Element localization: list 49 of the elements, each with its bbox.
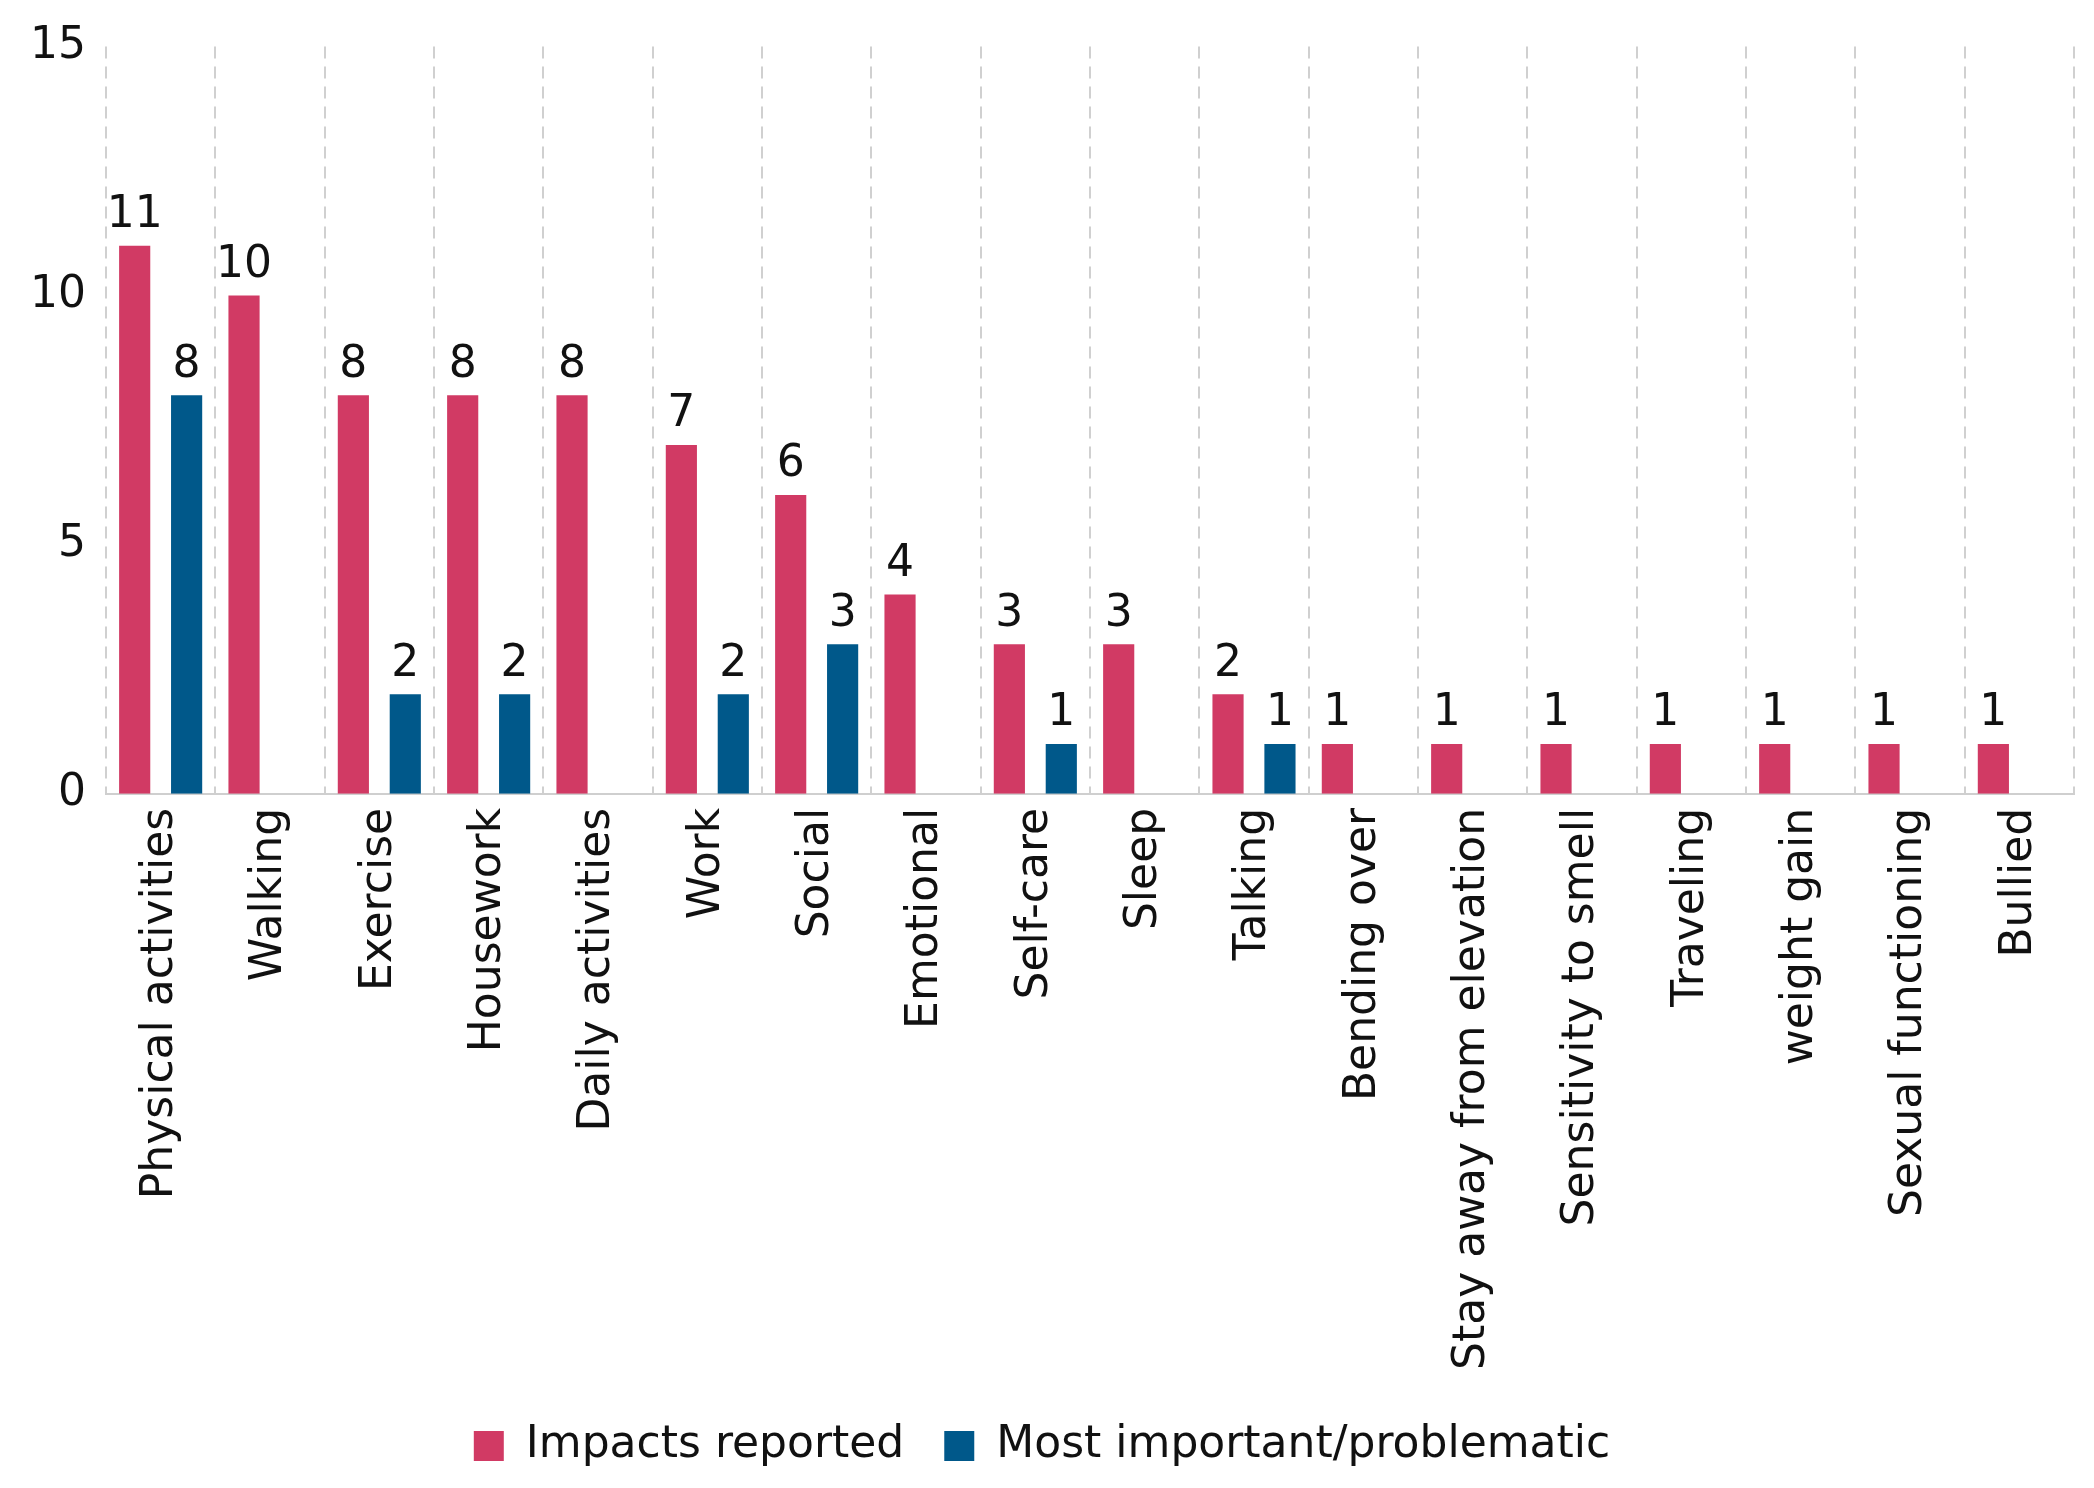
x-tick-label: Bending over xyxy=(1333,806,1385,1102)
data-label: 8 xyxy=(558,335,587,387)
x-tick-label: Social xyxy=(787,807,839,939)
data-label: 2 xyxy=(500,634,529,686)
data-label: 1 xyxy=(1542,684,1571,736)
legend-label: Impacts reported xyxy=(525,1416,905,1468)
x-tick-label: Housework xyxy=(459,807,511,1053)
x-tick-label: Stay away from elevation xyxy=(1443,807,1495,1370)
data-label: 1 xyxy=(1265,684,1294,736)
x-tick-label: weight gain xyxy=(1771,807,1823,1066)
data-label: 8 xyxy=(172,335,201,387)
x-tick-label: Exercise xyxy=(349,807,401,991)
data-label: 2 xyxy=(1214,634,1243,686)
y-tick-label: 0 xyxy=(57,764,86,816)
data-label: 8 xyxy=(339,335,368,387)
data-label: 2 xyxy=(391,634,420,686)
x-tick-label: Talking xyxy=(1224,807,1276,962)
data-label: 1 xyxy=(1760,684,1789,736)
x-tick-label: Emotional xyxy=(896,807,948,1029)
data-label: 1 xyxy=(1432,684,1461,736)
x-tick-label: Traveling xyxy=(1661,807,1713,1008)
legend-label: Most important/problematic xyxy=(996,1416,1611,1468)
data-label: 3 xyxy=(828,584,857,636)
y-tick-label: 15 xyxy=(29,16,86,68)
data-label: 2 xyxy=(719,634,748,686)
x-tick-label: Self-care xyxy=(1005,807,1057,1000)
data-label: 1 xyxy=(1870,684,1899,736)
data-label: 3 xyxy=(1104,584,1133,636)
data-label: 1 xyxy=(1323,684,1352,736)
data-label: 1 xyxy=(1979,684,2008,736)
x-tick-label: Sleep xyxy=(1115,807,1167,931)
data-label: 11 xyxy=(106,186,163,238)
x-tick-label: Walking xyxy=(240,807,292,982)
x-tick-label: Bullied xyxy=(1989,807,2041,958)
data-label: 3 xyxy=(995,584,1024,636)
x-tick-label: Sexual functioning xyxy=(1880,807,1932,1217)
x-tick-label: Work xyxy=(677,807,729,920)
data-label: 10 xyxy=(216,235,273,287)
x-tick-label: Daily activities xyxy=(568,807,620,1132)
data-label: 6 xyxy=(776,435,805,487)
y-tick-label: 5 xyxy=(57,515,86,567)
x-tick-label: Sensitivity to smell xyxy=(1552,807,1604,1227)
x-tick-label: Physical activities xyxy=(131,807,183,1200)
data-label: 4 xyxy=(886,534,915,586)
data-label: 7 xyxy=(667,385,696,437)
data-label: 1 xyxy=(1651,684,1680,736)
y-tick-label: 10 xyxy=(29,265,86,317)
data-label: 8 xyxy=(448,335,477,387)
data-label: 1 xyxy=(1047,684,1076,736)
